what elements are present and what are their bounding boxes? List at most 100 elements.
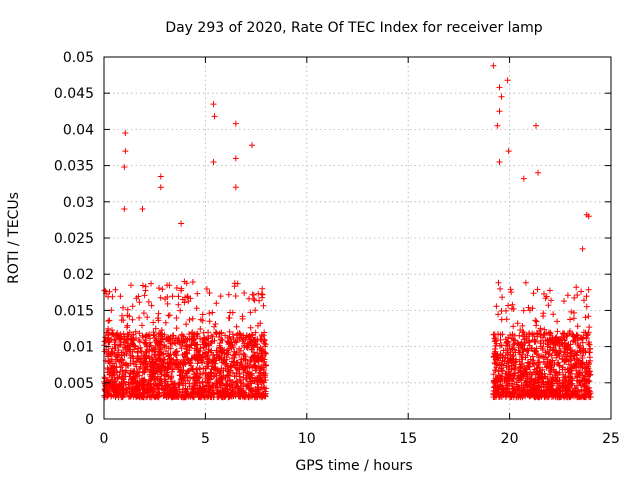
data-point bbox=[143, 363, 150, 369]
data-point bbox=[183, 349, 190, 356]
data-point bbox=[229, 309, 236, 316]
data-point bbox=[585, 213, 592, 220]
data-point bbox=[252, 307, 259, 314]
data-point bbox=[542, 373, 549, 380]
x-tick-label: 25 bbox=[602, 431, 620, 447]
data-point bbox=[571, 334, 578, 341]
data-point bbox=[178, 287, 185, 294]
data-point bbox=[136, 330, 143, 337]
x-axis-label: GPS time / hours bbox=[295, 458, 412, 474]
data-point bbox=[223, 356, 230, 363]
x-tick-label: 10 bbox=[298, 431, 316, 447]
data-point bbox=[503, 307, 509, 314]
data-point bbox=[143, 389, 149, 395]
data-point bbox=[210, 373, 217, 380]
data-point bbox=[510, 341, 517, 348]
data-point bbox=[192, 377, 199, 384]
data-point bbox=[570, 315, 577, 322]
data-point bbox=[164, 294, 171, 300]
data-point bbox=[213, 355, 220, 362]
data-point bbox=[585, 313, 592, 320]
data-point bbox=[188, 330, 195, 337]
data-point bbox=[113, 392, 120, 399]
data-point bbox=[240, 350, 247, 357]
data-point bbox=[556, 394, 563, 401]
data-point bbox=[515, 347, 522, 354]
data-point bbox=[141, 292, 148, 299]
data-point bbox=[122, 148, 129, 155]
data-point bbox=[206, 342, 212, 349]
data-point bbox=[510, 323, 517, 330]
data-point bbox=[505, 363, 512, 370]
data-point bbox=[185, 393, 192, 400]
y-tick-labels: 0 0.005 0.01 0.015 0.02 0.025 0.03 0.035 0.04 0.0… bbox=[54, 50, 94, 428]
data-point bbox=[524, 347, 531, 353]
data-point bbox=[175, 337, 182, 344]
data-point bbox=[252, 329, 259, 336]
data-point bbox=[550, 311, 557, 318]
data-point bbox=[581, 393, 588, 400]
data-point bbox=[105, 388, 112, 395]
data-point bbox=[128, 331, 135, 338]
data-point bbox=[261, 340, 268, 347]
data-point bbox=[542, 389, 549, 396]
data-point bbox=[581, 297, 587, 304]
data-point bbox=[561, 343, 568, 350]
data-point bbox=[568, 308, 575, 315]
data-point bbox=[130, 371, 137, 378]
data-point bbox=[165, 338, 171, 345]
data-point bbox=[579, 352, 586, 359]
data-point bbox=[518, 392, 525, 399]
data-point bbox=[209, 387, 216, 393]
data-point bbox=[251, 352, 258, 359]
data-point bbox=[132, 374, 139, 381]
data-point bbox=[562, 357, 569, 363]
data-point bbox=[137, 348, 144, 355]
data-point bbox=[155, 333, 162, 340]
data-point bbox=[497, 331, 504, 338]
data-point bbox=[575, 363, 582, 370]
data-point bbox=[226, 373, 232, 379]
data-point bbox=[216, 330, 223, 337]
data-point bbox=[217, 378, 224, 385]
data-point bbox=[569, 389, 576, 395]
data-point bbox=[190, 336, 197, 343]
data-point bbox=[126, 373, 133, 380]
data-point bbox=[179, 352, 186, 358]
data-point bbox=[128, 282, 134, 289]
data-point bbox=[229, 369, 236, 376]
data-point bbox=[161, 372, 168, 379]
data-point bbox=[146, 348, 153, 355]
data-point bbox=[258, 348, 265, 354]
y-tick-label: 0.03 bbox=[63, 195, 94, 211]
data-point bbox=[492, 342, 499, 349]
data-point bbox=[160, 336, 166, 343]
data-point bbox=[524, 373, 531, 380]
data-point bbox=[201, 386, 208, 393]
data-point bbox=[236, 370, 243, 377]
data-point bbox=[197, 384, 204, 391]
data-point bbox=[143, 348, 150, 355]
data-point bbox=[158, 367, 165, 374]
data-point bbox=[177, 307, 184, 314]
data-point bbox=[209, 333, 216, 340]
data-point bbox=[515, 375, 522, 382]
data-point bbox=[223, 385, 229, 392]
data-point bbox=[229, 331, 236, 338]
data-point bbox=[142, 339, 149, 346]
data-point bbox=[528, 392, 535, 399]
data-point bbox=[532, 317, 539, 324]
data-point bbox=[102, 334, 109, 341]
data-point bbox=[571, 385, 578, 392]
data-point bbox=[121, 378, 128, 385]
data-point bbox=[535, 379, 542, 386]
data-point bbox=[538, 331, 545, 338]
data-point bbox=[546, 287, 553, 294]
data-point bbox=[584, 363, 591, 370]
data-point bbox=[159, 331, 166, 338]
data-point bbox=[243, 332, 250, 339]
data-point bbox=[574, 349, 581, 356]
data-point bbox=[583, 293, 590, 300]
data-point bbox=[141, 369, 148, 376]
data-point bbox=[107, 360, 113, 367]
